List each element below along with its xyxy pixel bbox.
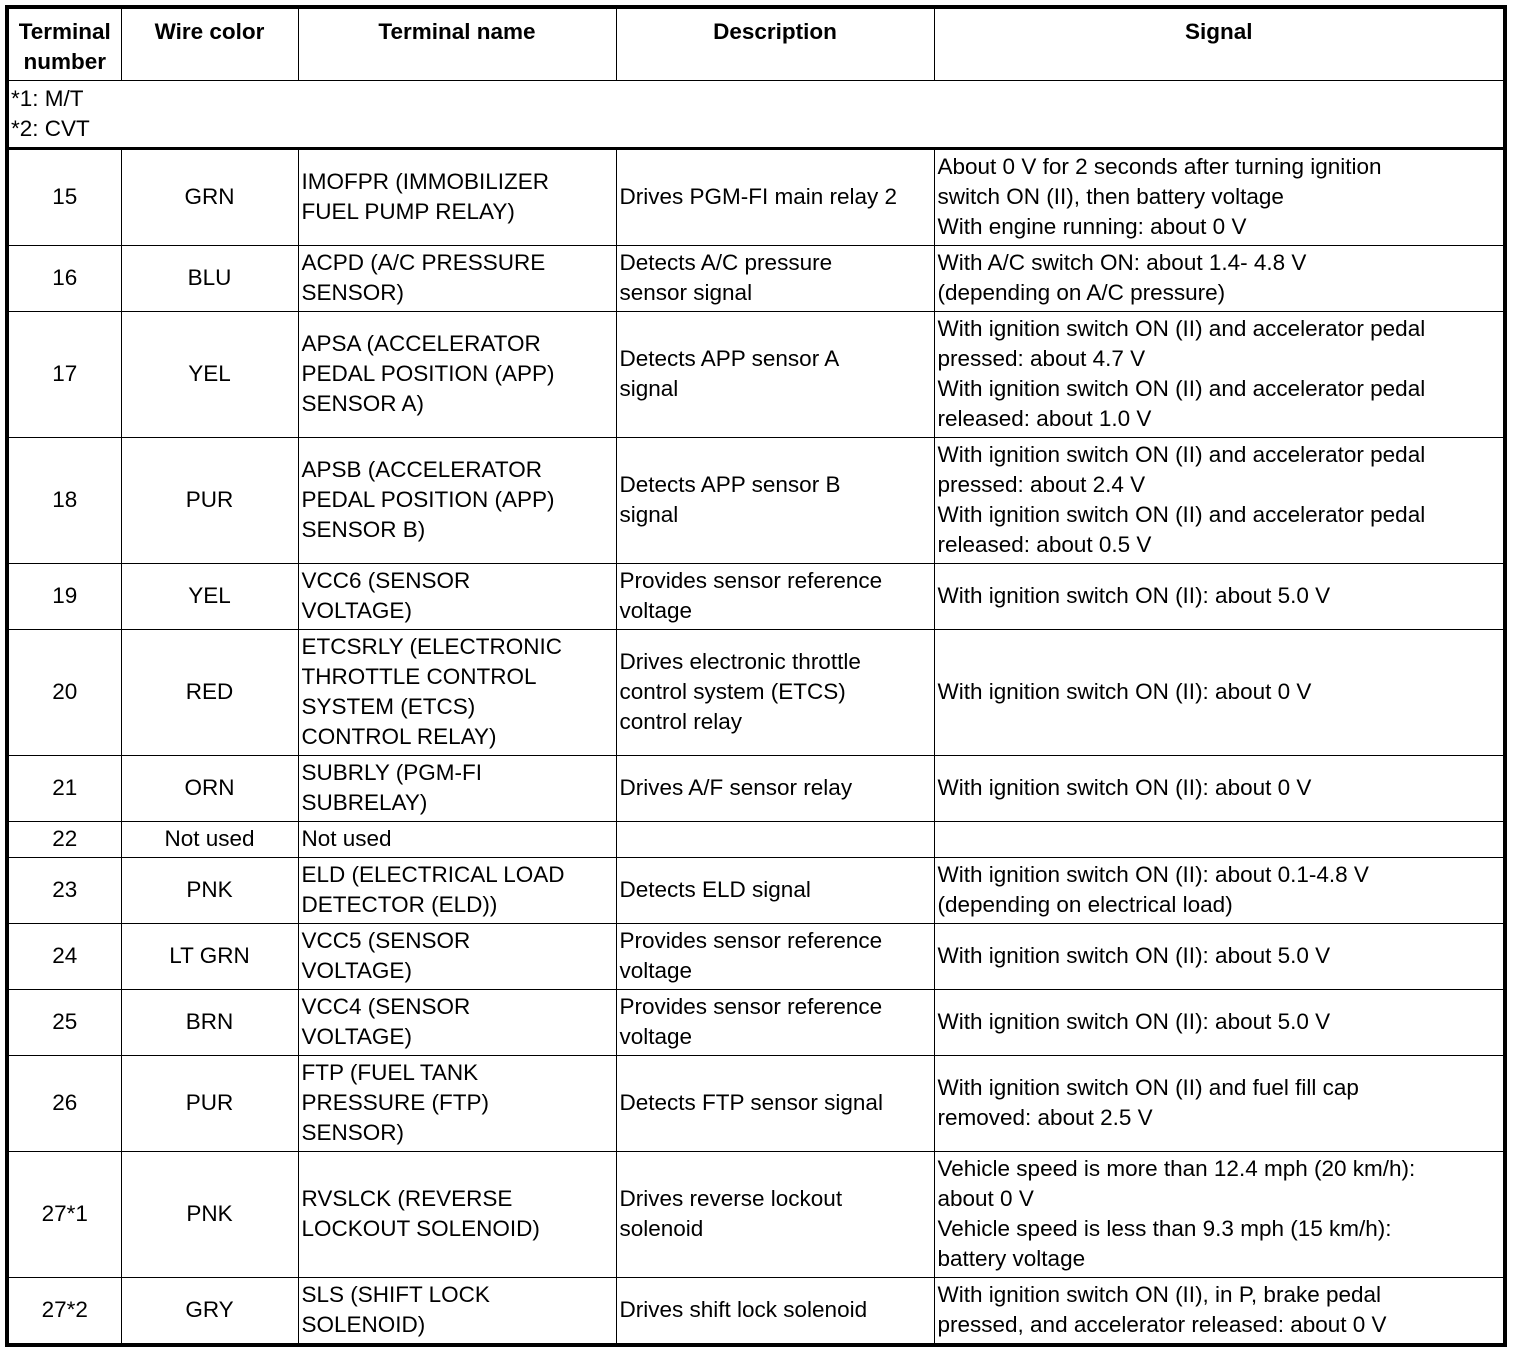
cell-signal: With ignition switch ON (II): about 5.0 … <box>933 923 1506 990</box>
cell-signal: With ignition switch ON (II): about 5.0 … <box>933 563 1506 630</box>
cell-terminal-name: APSB (ACCELERATOR PEDAL POSITION (APP) S… <box>297 437 617 564</box>
cell-terminal-number: 24 <box>6 923 122 990</box>
header-description: Description <box>615 6 935 81</box>
cell-terminal-number: 21 <box>6 755 122 822</box>
cell-description: Provides sensor reference voltage <box>615 563 935 630</box>
cell-wire-color: PNK <box>120 1151 299 1278</box>
table-row: 18 PUR APSB (ACCELERATOR PEDAL POSITION (A… <box>6 437 1506 564</box>
cell-terminal-number: 23 <box>6 857 122 924</box>
table-row: 15 GRN IMOFPR (IMMOBILIZER FUEL PUMP RELAY… <box>6 148 1506 246</box>
cell-terminal-number: 15 <box>6 148 122 246</box>
cell-signal: With ignition switch ON (II) and fuel fi… <box>933 1055 1506 1152</box>
cell-description: Drives PGM-FI main relay 2 <box>615 148 935 246</box>
cell-wire-color: RED <box>120 629 299 756</box>
header-terminal-number: Terminal number <box>6 6 122 81</box>
cell-terminal-name: SUBRLY (PGM-FI SUBRELAY) <box>297 755 617 822</box>
cell-terminal-number: 22 <box>6 821 122 858</box>
cell-terminal-number: 25 <box>6 989 122 1056</box>
header-signal: Signal <box>933 6 1506 81</box>
cell-signal: With ignition switch ON (II), in P, brak… <box>933 1277 1506 1346</box>
header-wire-color: Wire color <box>120 6 299 81</box>
cell-terminal-name: ACPD (A/C PRESSURE SENSOR) <box>297 245 617 312</box>
cell-terminal-name: FTP (FUEL TANK PRESSURE (FTP) SENSOR) <box>297 1055 617 1152</box>
cell-wire-color: LT GRN <box>120 923 299 990</box>
terminal-table: Terminal number Wire color Terminal name… <box>5 5 1507 1347</box>
cell-terminal-number: 26 <box>6 1055 122 1152</box>
cell-wire-color: YEL <box>120 311 299 438</box>
cell-signal: Vehicle speed is more than 12.4 mph (20 … <box>933 1151 1506 1278</box>
table-row: 19 YEL VCC6 (SENSOR VOLTAGE) Provides senso… <box>6 563 1506 630</box>
cell-wire-color: YEL <box>120 563 299 630</box>
cell-signal: About 0 V for 2 seconds after turning ig… <box>933 148 1506 246</box>
cell-terminal-number: 27*2 <box>6 1277 122 1346</box>
cell-signal: With ignition switch ON (II) and acceler… <box>933 437 1506 564</box>
cell-description: Provides sensor reference voltage <box>615 989 935 1056</box>
header-row: Terminal number Wire color Terminal name… <box>6 6 1506 81</box>
cell-signal: With ignition switch ON (II) and acceler… <box>933 311 1506 438</box>
cell-terminal-name: ELD (ELECTRICAL LOAD DETECTOR (ELD)) <box>297 857 617 924</box>
cell-description: Detects APP sensor A signal <box>615 311 935 438</box>
cell-terminal-number: 20 <box>6 629 122 756</box>
table-row: 17 YEL APSA (ACCELERATOR PEDAL POSITION (A… <box>6 311 1506 438</box>
cell-terminal-number: 27*1 <box>6 1151 122 1278</box>
cell-wire-color: ORN <box>120 755 299 822</box>
cell-description: Detects A/C pressure sensor signal <box>615 245 935 312</box>
cell-description: Detects ELD signal <box>615 857 935 924</box>
cell-wire-color: PUR <box>120 1055 299 1152</box>
notes-row: *1: M/T *2: CVT <box>6 80 1506 150</box>
cell-description <box>615 821 935 858</box>
header-terminal-name: Terminal name <box>297 6 617 81</box>
cell-terminal-number: 16 <box>6 245 122 312</box>
cell-description: Drives A/F sensor relay <box>615 755 935 822</box>
cell-wire-color: PNK <box>120 857 299 924</box>
cell-signal: With A/C switch ON: about 1.4- 4.8 V (de… <box>933 245 1506 312</box>
cell-terminal-name: Not used <box>297 821 617 858</box>
cell-terminal-name: SLS (SHIFT LOCK SOLENOID) <box>297 1277 617 1346</box>
table-row: 16 BLU ACPD (A/C PRESSURE SENSOR) Detects A… <box>6 245 1506 312</box>
cell-description: Drives electronic throttle control syste… <box>615 629 935 756</box>
table-row: 25 BRN VCC4 (SENSOR VOLTAGE) Provides senso… <box>6 989 1506 1056</box>
cell-signal <box>933 821 1506 858</box>
table-row: 27*2 GRY SLS (SHIFT LOCK SOLENOID) Drives s… <box>6 1277 1506 1346</box>
cell-description: Drives shift lock solenoid <box>615 1277 935 1346</box>
cell-terminal-name: VCC6 (SENSOR VOLTAGE) <box>297 563 617 630</box>
cell-terminal-name: VCC4 (SENSOR VOLTAGE) <box>297 989 617 1056</box>
cell-terminal-number: 18 <box>6 437 122 564</box>
table-row: 26 PUR FTP (FUEL TANK PRESSURE (FTP) SENSO… <box>6 1055 1506 1152</box>
cell-signal: With ignition switch ON (II): about 5.0 … <box>933 989 1506 1056</box>
cell-wire-color: BRN <box>120 989 299 1056</box>
cell-terminal-number: 19 <box>6 563 122 630</box>
cell-terminal-name: IMOFPR (IMMOBILIZER FUEL PUMP RELAY) <box>297 148 617 246</box>
table-row: 22 Not used Not used <box>6 821 1506 858</box>
cell-description: Provides sensor reference voltage <box>615 923 935 990</box>
cell-terminal-name: VCC5 (SENSOR VOLTAGE) <box>297 923 617 990</box>
cell-wire-color: BLU <box>120 245 299 312</box>
cell-wire-color: Not used <box>120 821 299 858</box>
cell-description: Detects APP sensor B signal <box>615 437 935 564</box>
cell-terminal-number: 17 <box>6 311 122 438</box>
cell-wire-color: GRY <box>120 1277 299 1346</box>
cell-terminal-name: APSA (ACCELERATOR PEDAL POSITION (APP) S… <box>297 311 617 438</box>
footnotes: *1: M/T *2: CVT <box>6 80 1506 150</box>
table-row: 24 LT GRN VCC5 (SENSOR VOLTAGE) Provides se… <box>6 923 1506 990</box>
table-row: 20 RED ETCSRLY (ELECTRONIC THROTTLE CONTRO… <box>6 629 1506 756</box>
cell-description: Detects FTP sensor signal <box>615 1055 935 1152</box>
cell-signal: With ignition switch ON (II): about 0 V <box>933 629 1506 756</box>
cell-signal: With ignition switch ON (II): about 0.1-… <box>933 857 1506 924</box>
table-row: 23 PNK ELD (ELECTRICAL LOAD DETECTOR (ELD)… <box>6 857 1506 924</box>
cell-terminal-name: RVSLCK (REVERSE LOCKOUT SOLENOID) <box>297 1151 617 1278</box>
cell-terminal-name: ETCSRLY (ELECTRONIC THROTTLE CONTROL SYS… <box>297 629 617 756</box>
cell-description: Drives reverse lockout solenoid <box>615 1151 935 1278</box>
cell-signal: With ignition switch ON (II): about 0 V <box>933 755 1506 822</box>
table-row: 27*1 PNK RVSLCK (REVERSE LOCKOUT SOLENOID)… <box>6 1151 1506 1278</box>
table-row: 21 ORN SUBRLY (PGM-FI SUBRELAY) Drives A/F … <box>6 755 1506 822</box>
cell-wire-color: PUR <box>120 437 299 564</box>
cell-wire-color: GRN <box>120 148 299 246</box>
